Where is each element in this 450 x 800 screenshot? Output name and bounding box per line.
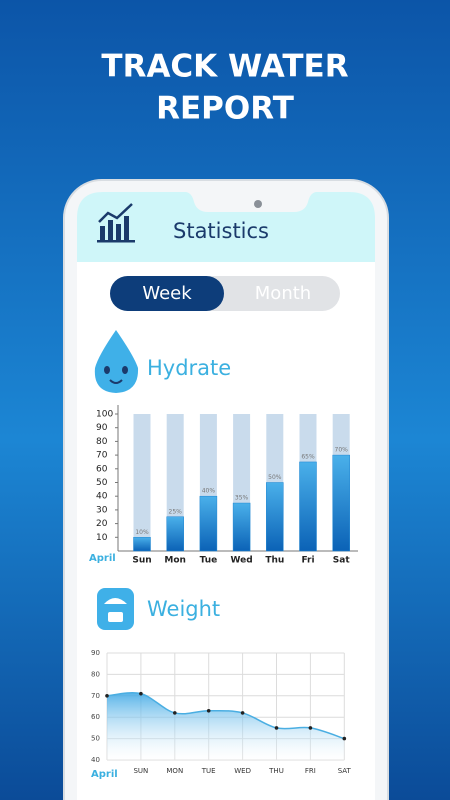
bar	[266, 482, 284, 552]
toggle-selected[interactable]	[110, 276, 224, 311]
drop-icon	[94, 330, 139, 393]
toggle-option[interactable]: Month	[255, 283, 311, 304]
y-tick-label: 70	[96, 451, 108, 461]
camera	[254, 200, 262, 208]
y-tick-label: 10	[96, 533, 108, 543]
line	[106, 691, 345, 740]
value-label: 70%	[335, 447, 349, 454]
value-label: 10%	[135, 529, 149, 536]
x-axis-label: April	[89, 553, 116, 564]
x-tick-label: SAT	[338, 767, 352, 775]
x-tick-label: Thu	[265, 556, 284, 566]
y-tick-label: 70	[91, 692, 100, 700]
y-tick-label: 50	[96, 478, 108, 488]
y-tick-label: 40	[91, 756, 100, 764]
point	[240, 711, 245, 715]
y-tick-label: 80	[96, 437, 108, 447]
value-label: 65%	[301, 453, 315, 460]
x-tick-label: MON	[166, 767, 183, 775]
x-tick-label: Fri	[301, 556, 314, 566]
scale-icon	[97, 588, 134, 630]
point	[342, 736, 347, 741]
x-tick-label: THU	[268, 767, 284, 775]
y-tick-label: 50	[91, 735, 100, 743]
x-tick-label: Sun	[132, 556, 151, 566]
value-label: 35%	[235, 495, 249, 502]
y-tick-label: 60	[91, 713, 100, 721]
x-tick-label: WED	[234, 767, 251, 775]
bar	[199, 495, 218, 552]
y-tick-label: 90	[96, 423, 108, 433]
point	[173, 711, 177, 715]
y-tick-label: 40	[96, 492, 108, 502]
bar	[166, 516, 184, 552]
y-tick-label: 20	[96, 519, 108, 529]
bar	[133, 537, 151, 552]
header-title: Statistics	[173, 219, 269, 243]
x-axis-label: April	[91, 769, 118, 780]
x-tick-label: Mon	[164, 556, 186, 566]
point	[206, 708, 211, 713]
toggle-option[interactable]: Week	[142, 283, 192, 304]
value-label: 40%	[202, 488, 216, 495]
notch	[186, 192, 316, 212]
section-title: Hydrate	[147, 356, 231, 380]
headline: TRACK WATER	[101, 49, 348, 85]
x-tick-label: Tue	[200, 556, 218, 566]
value-label: 25%	[169, 508, 183, 515]
point	[274, 726, 279, 730]
section-title: Weight	[147, 597, 220, 621]
bar	[232, 502, 251, 552]
point	[308, 726, 313, 730]
bar-track	[133, 414, 151, 551]
value-label: 50%	[268, 474, 282, 481]
x-tick-label: Sat	[333, 556, 351, 566]
y-tick-label: 30	[96, 505, 108, 515]
bar	[299, 461, 317, 552]
x-tick-label: SUN	[133, 767, 148, 775]
y-tick-label: 80	[91, 670, 100, 678]
x-tick-label: FRI	[305, 767, 316, 775]
x-tick-label: TUE	[201, 767, 216, 775]
y-tick-label: 60	[96, 464, 108, 474]
x-tick-label: Wed	[231, 556, 253, 566]
y-tick-label: 100	[96, 410, 113, 420]
y-tick-label: 90	[91, 649, 100, 657]
phone-screen	[77, 192, 375, 800]
point	[139, 691, 143, 696]
bar	[332, 454, 350, 552]
stats-icon	[97, 203, 135, 243]
headline: REPORT	[156, 91, 294, 127]
point	[105, 694, 109, 698]
